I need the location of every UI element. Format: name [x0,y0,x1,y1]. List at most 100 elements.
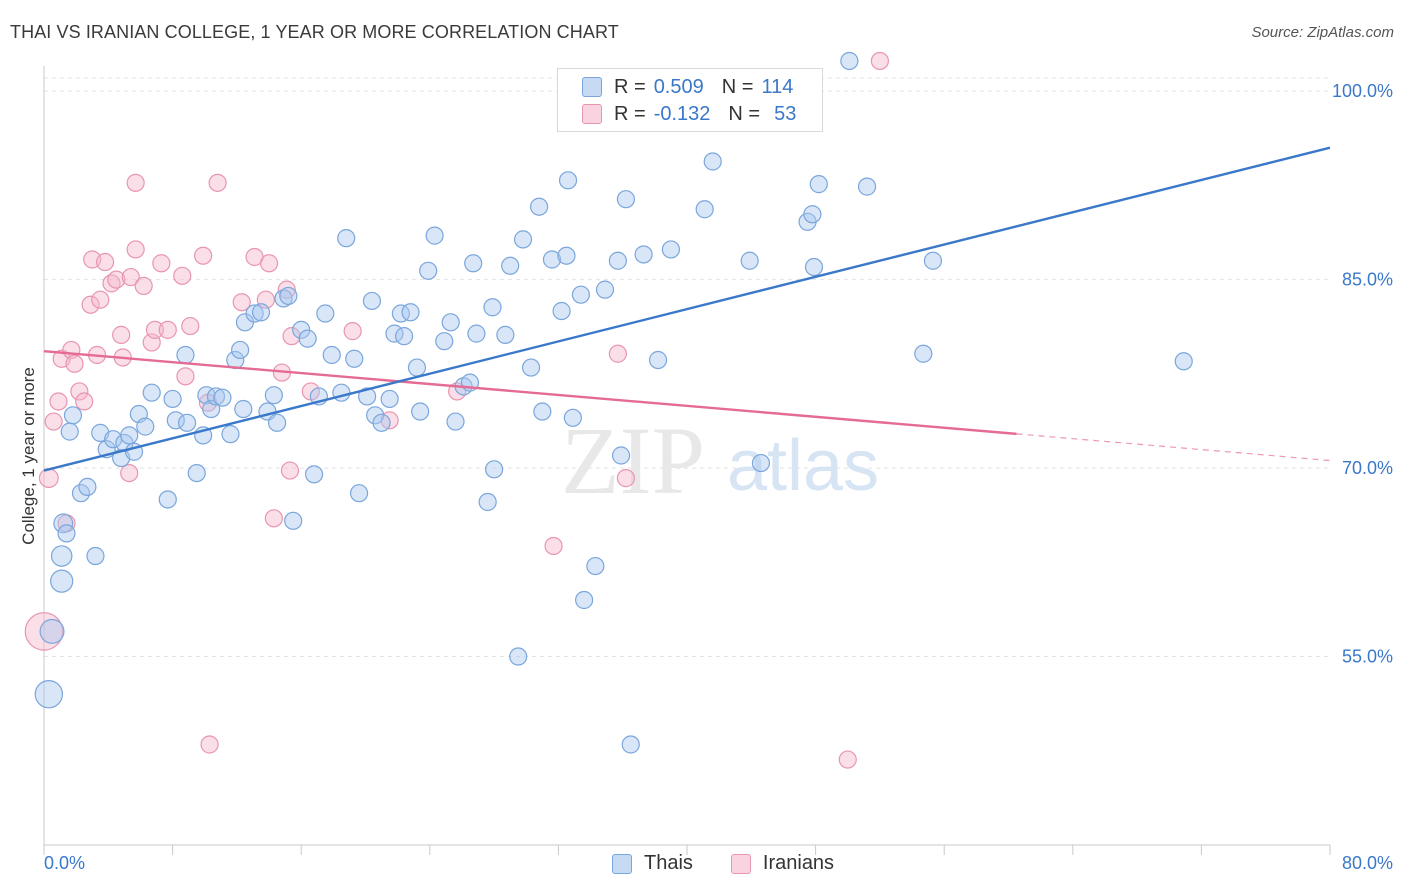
watermark-zip: ZIP [561,407,705,514]
thai-point [533,402,552,421]
legend-n-label: N = [728,102,761,125]
tick-labels: 55.0% 70.0% 85.0% 100.0% [1332,81,1393,666]
iranian-trend-line-dashed [1016,433,1331,462]
thai-point [478,492,497,512]
thai-point [411,402,430,421]
thai-point [394,327,414,346]
thai-point [803,205,822,224]
thai-points [34,51,1193,754]
thai-point [372,413,391,432]
thai-point [809,175,828,194]
iranian-point [65,354,84,373]
thai-point [586,556,605,576]
legend-row-iranian: R = -0.132 N = 53 [582,102,796,126]
thai-point [441,313,460,332]
chart-title: THAI VS IRANIAN COLLEGE, 1 YEAR OR MORE … [10,22,619,42]
thai-point [464,254,483,273]
thai-point [345,349,364,368]
thai-point [740,251,759,270]
thai-point [509,647,528,666]
thai-point [485,460,504,479]
y-axis-label: College, 1 year or more [19,367,38,545]
thai-point [401,303,420,322]
iranian-point [44,412,63,431]
iranian-point [70,382,89,401]
thai-point [50,545,73,567]
thai-point [923,251,943,270]
legend-swatch-thai [582,77,602,97]
thai-point [703,152,722,171]
thai-point [804,257,824,277]
thai-point [63,406,83,425]
thai-point [914,344,933,363]
thai-point [221,425,240,444]
thai-point [50,569,74,593]
legend: R = 0.509 N = 114 R = -0.132 N = 53 [557,68,823,132]
thai-point [166,411,185,430]
iranian-point [280,461,300,480]
y-tick-label: 100.0% [1332,81,1393,101]
thai-point [234,399,253,419]
iranian-point [95,252,115,272]
thai-point [542,250,562,269]
thai-point [78,477,97,497]
iranian-point [126,173,145,192]
thai-point [206,387,226,406]
iranian-point [608,344,627,363]
thai-point [158,490,177,509]
thai-point [558,171,578,190]
thai-point [267,413,287,432]
iranian-point [158,320,177,339]
iranian-point [112,325,131,344]
thai-point [60,422,79,441]
thai-point [496,325,515,344]
thai-point [611,446,631,465]
legend-thai-r: 0.509 [653,75,704,98]
thai-point [176,345,195,365]
x-tick-label-min: 0.0% [44,853,85,873]
iranian-trend-line [43,350,1017,436]
thai-point [616,190,636,209]
iranian-points [24,51,890,769]
legend-r-label: R = [614,75,646,98]
watermark: ZIP atlas [561,407,879,514]
iranian-point [616,469,636,488]
thai-point [187,463,206,483]
iranian-point [121,267,140,287]
bottom-legend-swatch-thai [612,853,632,874]
legend-row-thai: R = 0.509 N = 114 [582,75,793,99]
thai-point [621,735,640,754]
iranian-point [264,509,283,528]
thai-point [177,413,197,432]
thai-point [57,524,76,543]
thai-point [557,246,576,265]
thai-trend-line [43,146,1331,472]
thai-point [362,291,382,311]
bottom-legend-swatch-iranian [730,853,751,874]
source-label: Source: ZipAtlas.com [1251,24,1394,41]
thai-point [213,388,232,407]
thai-point [358,387,377,406]
legend-swatch-iranian [582,104,602,124]
thai-point [251,303,271,322]
thai-point [316,304,335,323]
x-tick-label-max: 80.0% [1342,853,1393,873]
thai-point [467,324,486,343]
thai-point [575,590,594,610]
thai-point [419,261,438,280]
thai-point [231,340,250,360]
thai-point [513,230,533,249]
thai-point [571,285,591,304]
legend-n-label: N = [721,75,754,98]
thai-point [120,426,139,445]
legend-r-label: R = [614,102,646,125]
bottom-legend-iranian: Iranians [730,852,834,875]
thai-point [695,200,714,219]
thai-point [446,412,465,431]
iranian-point [145,320,165,339]
iranian-point [173,266,192,285]
legend-iranian-n: 53 [774,102,797,125]
iranian-point [126,240,145,259]
thai-point [552,301,571,321]
